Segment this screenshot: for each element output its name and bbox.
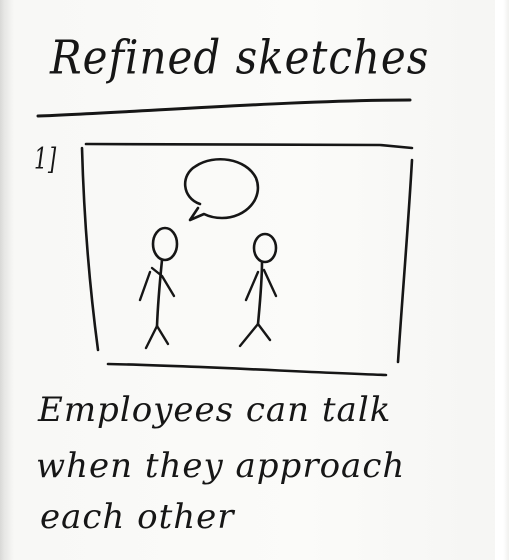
stick-figure-right-body [256,260,264,326]
stick-figure-left [138,226,179,350]
stick-figure-left-head [151,226,179,262]
stick-figure-left-legs [144,324,170,350]
frame-right-edge [396,158,414,364]
stick-figure-right-legs [238,322,272,348]
stick-figure-right-arms [244,268,278,302]
caption-line-1: Employees can talk [38,390,392,430]
stick-figure-right [238,232,278,348]
frame-top-edge [84,142,414,150]
page-title: Refined sketches [50,30,430,85]
stick-figure-left-body [155,258,164,328]
stick-figure-right-head [252,232,278,264]
frame-left-edge [80,146,100,352]
speech-bubble [183,158,260,222]
title-underline [36,98,412,118]
frame-bottom-edge [106,362,388,377]
paper-edge [495,0,509,560]
step-number-label: 1] [34,142,57,177]
stick-figure-left-arms [138,266,176,302]
caption-line-3: each other [40,497,235,537]
caption-line-2: when they approach [36,446,406,486]
